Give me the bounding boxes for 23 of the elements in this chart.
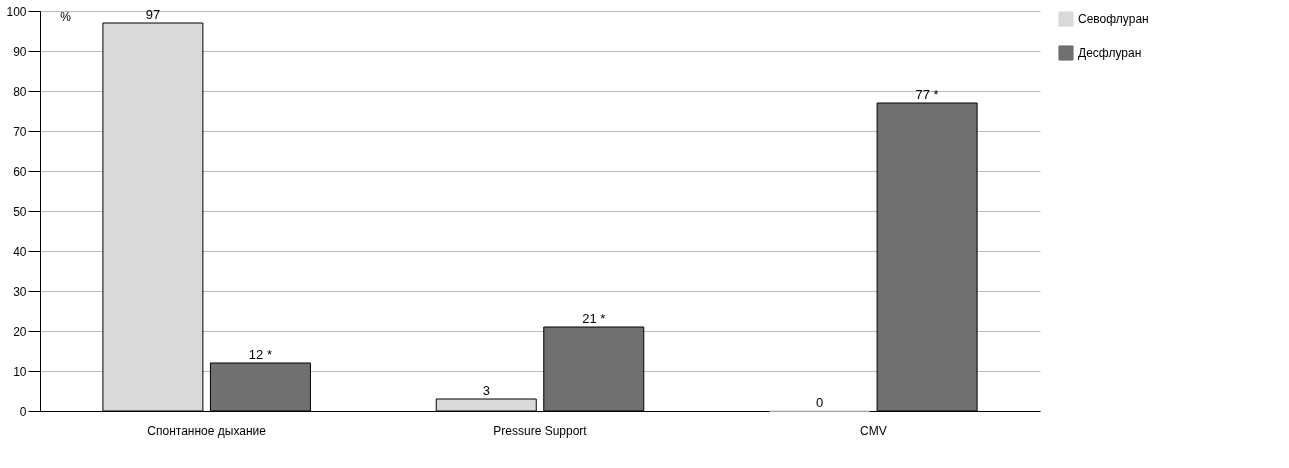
y-tick-label: 70 [13, 124, 27, 139]
legend-label: Севофлуран [1078, 12, 1149, 26]
y-tick-label: 20 [13, 324, 27, 339]
x-tick-label: CMV [860, 423, 887, 438]
y-tick-label: 60 [13, 164, 27, 179]
data-label: 0 [815, 395, 824, 410]
data-label: 12 * [248, 347, 272, 362]
data-label: 77 * [915, 87, 939, 102]
y-tick-label: 10 [13, 364, 27, 379]
y-axis-title: % [60, 9, 72, 24]
y-tick-label: 0 [19, 404, 27, 419]
x-tick-label: Спонтанное дыхание [147, 423, 267, 438]
y-tick-label: 50 [13, 204, 27, 219]
legend-label: Десфлуран [1078, 46, 1142, 60]
data-label: 3 [482, 383, 490, 398]
data-label: 21 * [582, 311, 606, 326]
y-tick-label: 90 [13, 44, 27, 59]
y-tick-label: 100 [6, 4, 27, 19]
data-label: 97 [145, 7, 161, 22]
y-tick-label: 40 [13, 244, 27, 259]
y-tick-label: 30 [13, 284, 27, 299]
y-tick-label: 80 [13, 84, 27, 99]
x-tick-label: Pressure Support [493, 423, 588, 438]
